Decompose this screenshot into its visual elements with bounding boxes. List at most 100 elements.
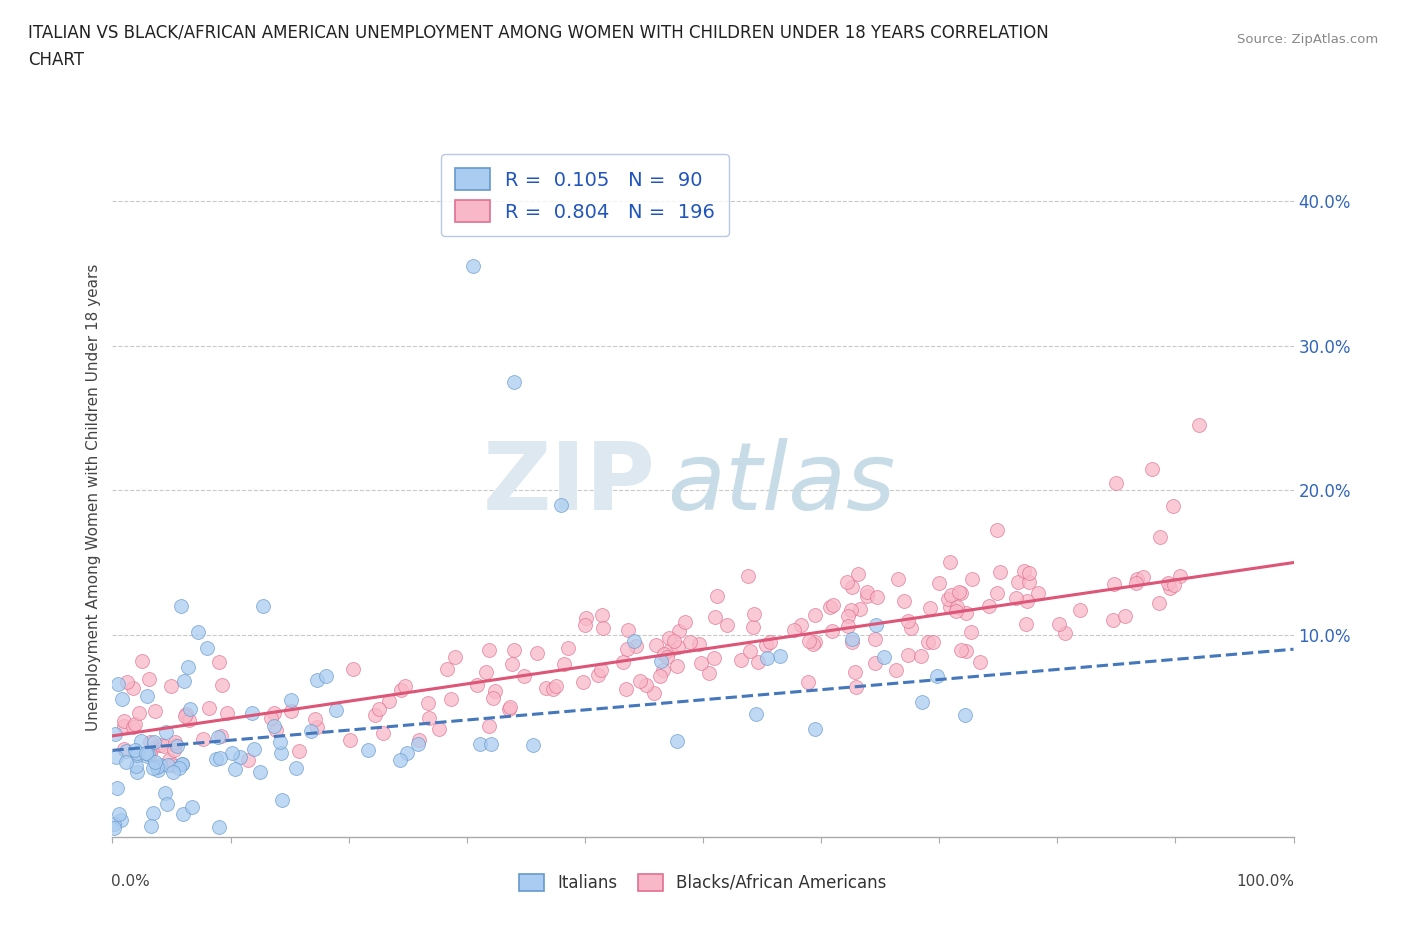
Point bbox=[1017, 593, 1039, 608]
Point bbox=[371, 725, 394, 740]
Point bbox=[269, 734, 291, 749]
Point bbox=[645, 637, 668, 652]
Point bbox=[478, 643, 501, 658]
Text: 0.0%: 0.0% bbox=[111, 874, 150, 889]
Point bbox=[136, 749, 159, 764]
Point bbox=[191, 731, 214, 746]
Point bbox=[1018, 574, 1040, 589]
Point bbox=[1026, 585, 1049, 600]
Point bbox=[124, 717, 146, 732]
Point bbox=[571, 675, 593, 690]
Point bbox=[1069, 603, 1091, 618]
Point bbox=[138, 671, 160, 686]
Point bbox=[575, 611, 598, 626]
Text: atlas: atlas bbox=[668, 438, 896, 529]
Point bbox=[170, 598, 193, 613]
Point bbox=[927, 669, 949, 684]
Point bbox=[249, 764, 271, 779]
Point bbox=[110, 692, 132, 707]
Point bbox=[356, 742, 378, 757]
Point bbox=[160, 679, 183, 694]
Point bbox=[484, 684, 506, 698]
Point bbox=[153, 738, 176, 753]
Point bbox=[396, 746, 419, 761]
Point bbox=[105, 780, 128, 795]
Point bbox=[893, 594, 915, 609]
Point bbox=[887, 571, 910, 586]
Point bbox=[240, 706, 263, 721]
Point bbox=[522, 737, 544, 752]
Point bbox=[221, 745, 243, 760]
Point bbox=[139, 734, 162, 749]
Point bbox=[165, 737, 187, 752]
Point bbox=[284, 761, 307, 776]
Point bbox=[367, 701, 389, 716]
Point bbox=[589, 663, 612, 678]
Point bbox=[136, 689, 159, 704]
Point bbox=[688, 636, 710, 651]
Point bbox=[125, 748, 148, 763]
Point bbox=[706, 589, 728, 604]
Point bbox=[1163, 578, 1185, 593]
Point bbox=[1159, 580, 1181, 595]
Point bbox=[205, 751, 228, 766]
Point bbox=[145, 754, 167, 769]
Point bbox=[865, 618, 887, 632]
Point bbox=[418, 711, 440, 725]
Point bbox=[148, 763, 170, 777]
Point bbox=[986, 585, 1008, 600]
Point bbox=[103, 820, 125, 835]
Point bbox=[1015, 617, 1038, 631]
Point bbox=[936, 591, 959, 606]
Point bbox=[652, 647, 675, 662]
Point bbox=[744, 707, 766, 722]
Point bbox=[156, 757, 179, 772]
Point bbox=[114, 755, 136, 770]
Point bbox=[534, 681, 557, 696]
Point bbox=[280, 693, 302, 708]
Point bbox=[592, 620, 614, 635]
Point bbox=[173, 673, 195, 688]
Point bbox=[125, 746, 148, 761]
Point bbox=[1005, 591, 1028, 605]
Point bbox=[526, 646, 548, 661]
Point bbox=[260, 711, 283, 725]
Point bbox=[129, 734, 152, 749]
Point bbox=[408, 733, 430, 748]
Point bbox=[673, 615, 696, 630]
Point bbox=[238, 752, 260, 767]
Point bbox=[1053, 626, 1076, 641]
Point bbox=[960, 625, 983, 640]
Point bbox=[304, 711, 326, 726]
Point bbox=[307, 672, 329, 687]
Point bbox=[139, 747, 162, 762]
Point bbox=[503, 643, 526, 658]
Point bbox=[427, 722, 450, 737]
Point bbox=[167, 761, 190, 776]
Point bbox=[574, 618, 596, 632]
Point bbox=[172, 757, 194, 772]
Point bbox=[922, 634, 945, 649]
Point bbox=[550, 498, 572, 512]
Point bbox=[104, 726, 127, 741]
Point bbox=[271, 792, 294, 807]
Point bbox=[128, 706, 150, 721]
Point bbox=[209, 751, 232, 765]
Text: CHART: CHART bbox=[28, 51, 84, 69]
Point bbox=[1007, 575, 1029, 590]
Point bbox=[440, 691, 463, 706]
Point bbox=[142, 735, 165, 750]
Point bbox=[855, 585, 877, 600]
Point bbox=[197, 700, 219, 715]
Point bbox=[307, 720, 329, 735]
Point bbox=[142, 761, 165, 776]
Point bbox=[1149, 595, 1171, 610]
Point bbox=[181, 800, 204, 815]
Point bbox=[207, 729, 229, 744]
Point bbox=[679, 635, 702, 650]
Point bbox=[280, 703, 302, 718]
Legend: Italians, Blacks/African Americans: Italians, Blacks/African Americans bbox=[513, 867, 893, 898]
Point bbox=[755, 638, 778, 653]
Point bbox=[176, 659, 198, 674]
Point bbox=[107, 676, 129, 691]
